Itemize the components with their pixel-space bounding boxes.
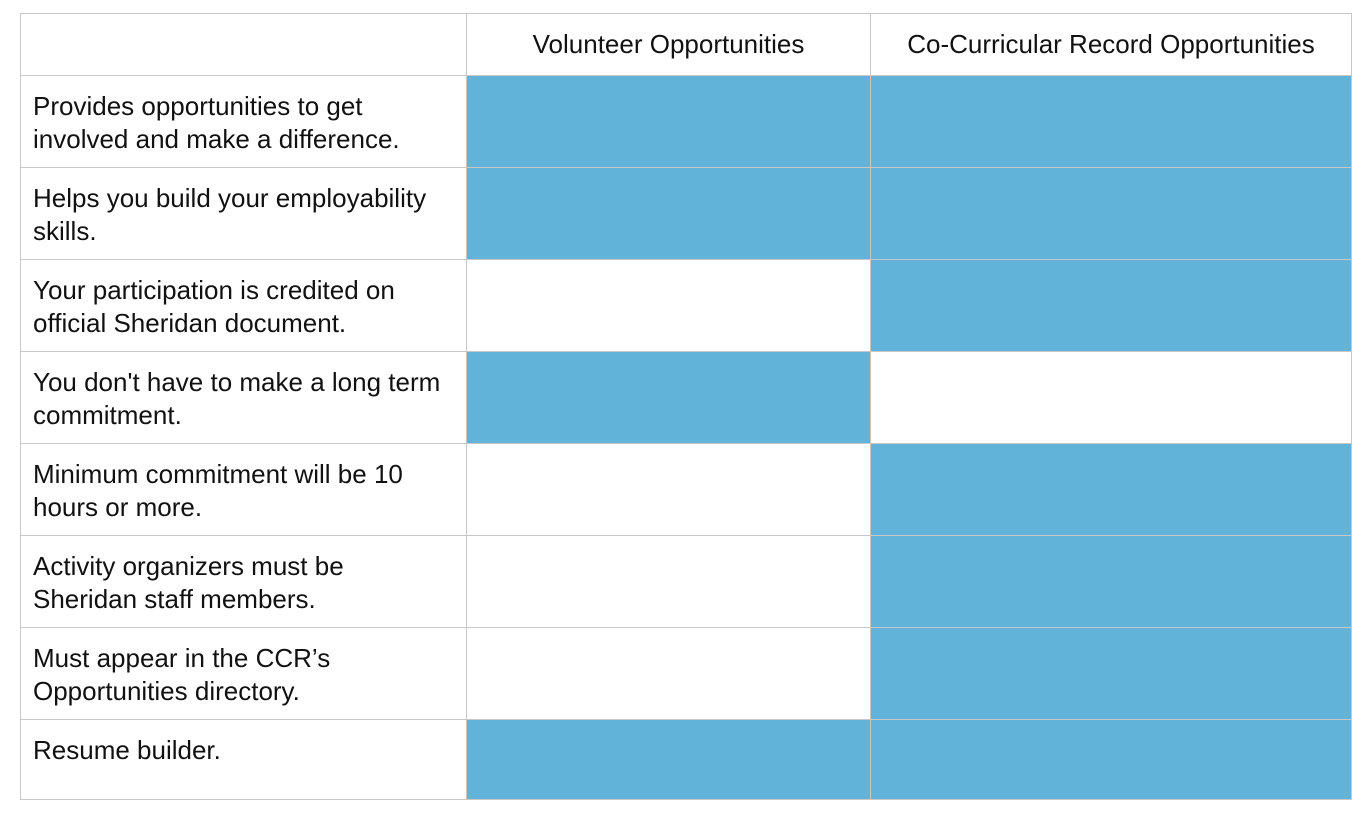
ccr-cell: [870, 443, 1352, 536]
table-row: Activity organizers must be Sheridan sta…: [20, 535, 1352, 628]
volunteer-cell: [466, 719, 871, 800]
row-label: You don't have to make a long term commi…: [20, 351, 467, 444]
ccr-cell: [870, 167, 1352, 260]
volunteer-cell: [466, 75, 871, 168]
row-label: Provides opportunities to get involved a…: [20, 75, 467, 168]
table-row: Your participation is credited on offici…: [20, 259, 1352, 352]
ccr-cell: [870, 351, 1352, 444]
volunteer-cell: [466, 443, 871, 536]
row-label: Helps you build your employability skill…: [20, 167, 467, 260]
volunteer-cell: [466, 167, 871, 260]
comparison-table: Volunteer Opportunities Co-Curricular Re…: [20, 13, 1352, 800]
volunteer-cell: [466, 627, 871, 720]
ccr-cell: [870, 627, 1352, 720]
row-label: Your participation is credited on offici…: [20, 259, 467, 352]
row-label: Minimum commitment will be 10 hours or m…: [20, 443, 467, 536]
table-row: Resume builder.: [20, 719, 1352, 800]
volunteer-cell: [466, 351, 871, 444]
ccr-cell: [870, 719, 1352, 800]
table-row: Helps you build your employability skill…: [20, 167, 1352, 260]
volunteer-cell: [466, 259, 871, 352]
ccr-cell: [870, 259, 1352, 352]
column-header-volunteer: Volunteer Opportunities: [466, 13, 871, 76]
row-label: Resume builder.: [20, 719, 467, 800]
table-row: You don't have to make a long term commi…: [20, 351, 1352, 444]
table-row: Must appear in the CCR’s Opportunities d…: [20, 627, 1352, 720]
column-header-co-curricular-record: Co-Curricular Record Opportunities: [870, 13, 1352, 76]
header-row: Volunteer Opportunities Co-Curricular Re…: [20, 13, 1352, 76]
table-row: Provides opportunities to get involved a…: [20, 75, 1352, 168]
corner-cell: [20, 13, 467, 76]
volunteer-cell: [466, 535, 871, 628]
row-label: Must appear in the CCR’s Opportunities d…: [20, 627, 467, 720]
table-row: Minimum commitment will be 10 hours or m…: [20, 443, 1352, 536]
row-label: Activity organizers must be Sheridan sta…: [20, 535, 467, 628]
ccr-cell: [870, 75, 1352, 168]
ccr-cell: [870, 535, 1352, 628]
